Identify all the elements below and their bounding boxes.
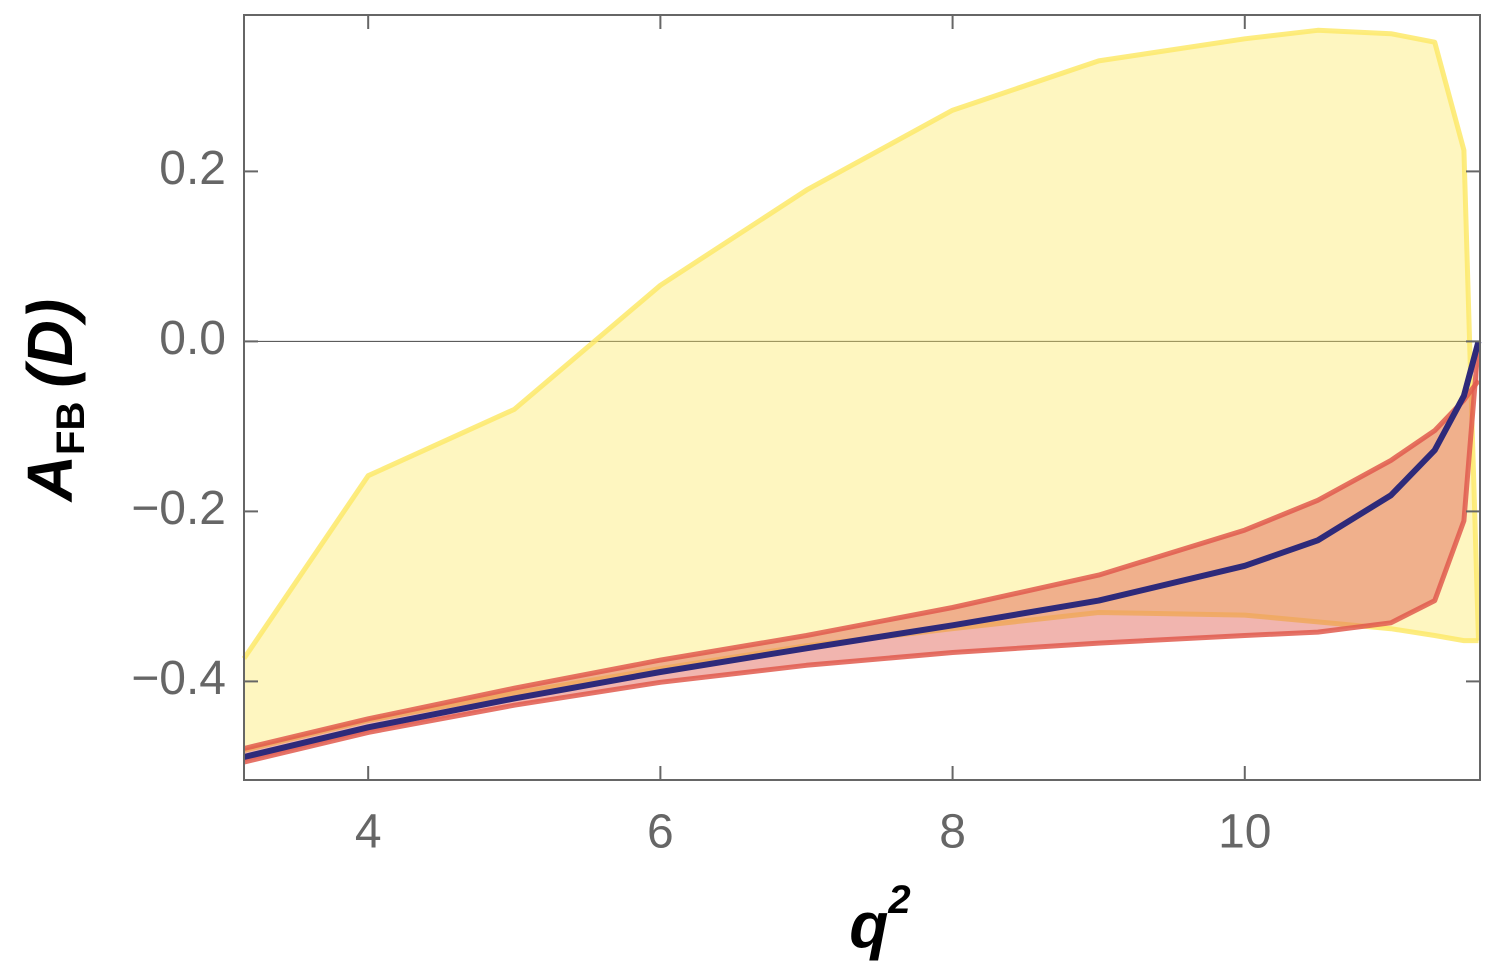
band-edge (243, 379, 1481, 751)
x-label-base: q (849, 889, 888, 961)
y-label-sub: FB (49, 402, 93, 455)
x-tick-label: 10 (1218, 806, 1271, 859)
x-axis-label: q2 (849, 878, 910, 961)
band-edge (243, 341, 1481, 765)
x-tick-label: 8 (939, 806, 966, 859)
band-fill (244, 30, 1479, 751)
x-tick-label: 4 (355, 806, 382, 859)
y-axis-label: AFB (D) (14, 299, 93, 503)
y-tick-label: 0.0 (159, 312, 226, 365)
y-tick-label: 0.2 (159, 142, 226, 195)
line (243, 340, 1482, 760)
y-label-tail: (D) (14, 299, 86, 388)
y-tick-label: −0.4 (131, 652, 226, 705)
plot-frame (243, 14, 1481, 781)
x-tick-label: 6 (647, 806, 674, 859)
band-edge (243, 610, 1479, 753)
y-tick-label: −0.2 (131, 482, 226, 535)
x-label-sup: 2 (887, 878, 910, 922)
y-label-base: A (14, 455, 86, 503)
band-edge (241, 27, 1481, 660)
